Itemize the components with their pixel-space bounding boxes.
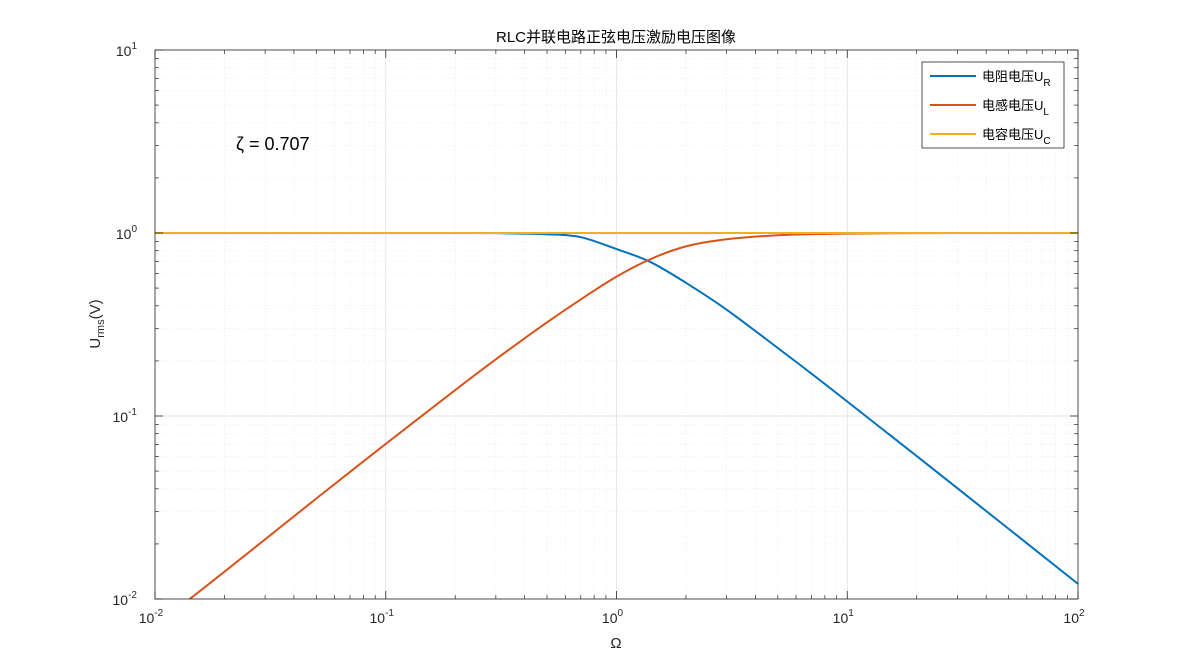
y-tick-exp: -2: [128, 590, 137, 601]
x-tick-exp: 1: [848, 608, 854, 619]
y-tick-base: 10: [116, 43, 132, 59]
y-tick-base: 10: [113, 592, 129, 608]
x-tick-exp: -1: [385, 608, 394, 619]
y-axis-label-rest: (V): [87, 299, 104, 319]
legend-label-name: 电容电压U: [982, 127, 1043, 142]
legend-label-name: 电阻电压U: [982, 69, 1043, 84]
x-tick-exp: 2: [1079, 608, 1085, 619]
x-axis-label: Ω: [610, 635, 621, 652]
x-tick-exp: 0: [618, 608, 624, 619]
x-tick-base: 10: [602, 610, 618, 626]
legend-label-sub: R: [1043, 78, 1050, 89]
legend-label-C: 电容电压UC: [982, 127, 1051, 147]
tick-marks: [154, 49, 1079, 600]
y-tick-exp: 1: [131, 41, 137, 52]
y-tick-label: 100: [116, 224, 138, 242]
y-tick-base: 10: [116, 226, 132, 242]
x-tick-base: 10: [833, 610, 849, 626]
y-axis-label-base: U: [87, 338, 104, 349]
legend-label-L: 电感电压UL: [982, 98, 1049, 118]
y-tick-label: 10-2: [113, 590, 138, 608]
y-axis-label-sub: rms: [95, 319, 107, 338]
series-group: [155, 231, 1078, 599]
minor-grid: [155, 50, 1078, 599]
x-tick-base: 10: [1063, 610, 1079, 626]
y-tick-label: 10-1: [113, 407, 138, 425]
x-tick-base: 10: [139, 610, 155, 626]
y-tick-exp: 0: [131, 224, 137, 235]
x-tick-exp: -2: [154, 608, 163, 619]
legend-label-name: 电感电压U: [982, 98, 1043, 113]
x-tick-label: 101: [833, 608, 855, 626]
x-tick-base: 10: [370, 610, 386, 626]
x-tick-labels: 10-2 10-1 100 101 102: [139, 608, 1085, 626]
x-tick-label: 102: [1063, 608, 1085, 626]
legend-label-R: 电阻电压UR: [982, 69, 1051, 89]
zeta-annotation: ζ = 0.707: [236, 134, 310, 154]
y-tick-base: 10: [113, 409, 129, 425]
x-tick-label: 100: [602, 608, 624, 626]
x-tick-label: 10-1: [370, 608, 395, 626]
y-tick-label: 101: [116, 41, 138, 59]
legend-label-sub: C: [1043, 136, 1050, 147]
chart-title: RLC并联电路正弦电压激励电压图像: [496, 29, 736, 46]
x-tick-label: 10-2: [139, 608, 164, 626]
y-axis-label: Urms(V): [87, 299, 107, 348]
y-tick-exp: -1: [128, 407, 137, 418]
legend-label-sub: L: [1043, 107, 1049, 118]
